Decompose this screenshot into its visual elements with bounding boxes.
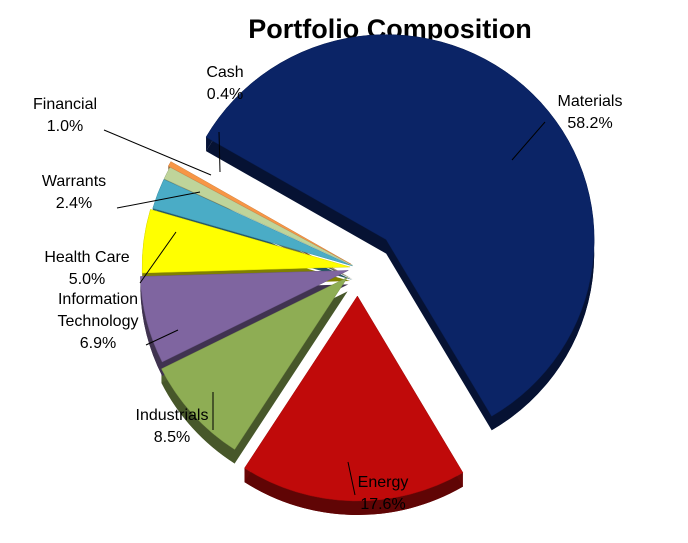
value-label-industrials: 8.5% <box>154 429 190 446</box>
slice-industrials <box>161 276 349 450</box>
category-label-industrials: Industrials <box>136 407 209 424</box>
leader-line-health-care <box>139 231 177 284</box>
value-label-financial: 1.0% <box>47 118 83 135</box>
leader-line-energy <box>347 461 356 496</box>
category-label-information-technology: Information <box>58 291 138 308</box>
slice-information-technology <box>140 270 349 363</box>
value-label-materials: 58.2% <box>567 115 612 132</box>
slice-financial <box>163 166 353 266</box>
slice-health-care <box>141 209 351 274</box>
slice-cash <box>167 161 352 265</box>
category-label-financial: Financial <box>33 96 97 113</box>
leader-line-warrants <box>116 191 201 209</box>
category-label-cash: Cash <box>206 64 243 81</box>
category-label-materials: Materials <box>558 93 623 110</box>
slice-energy <box>244 295 464 502</box>
leader-line-financial <box>103 129 212 176</box>
category-label-energy: Energy <box>358 474 409 491</box>
slice-warrants <box>152 179 353 267</box>
value-label-warrants: 2.4% <box>56 195 92 212</box>
value-label-information-technology: 6.9% <box>80 335 116 352</box>
leader-line-information-technology <box>145 329 179 346</box>
value-label-health-care: 5.0% <box>69 271 105 288</box>
category-label-information-technology: Technology <box>58 313 139 330</box>
value-label-energy: 17.6% <box>360 496 405 513</box>
slice-materials <box>205 34 595 417</box>
leader-line-cash <box>218 131 221 173</box>
data-labels: Materials 58.2% Energy 17.6% Industrials 8.5%… <box>33 64 622 513</box>
leader-line-materials <box>511 121 546 161</box>
category-label-warrants: Warrants <box>42 173 106 190</box>
slice-top-layer <box>140 34 595 502</box>
value-label-cash: 0.4% <box>207 86 243 103</box>
category-label-health-care: Health Care <box>44 249 129 266</box>
